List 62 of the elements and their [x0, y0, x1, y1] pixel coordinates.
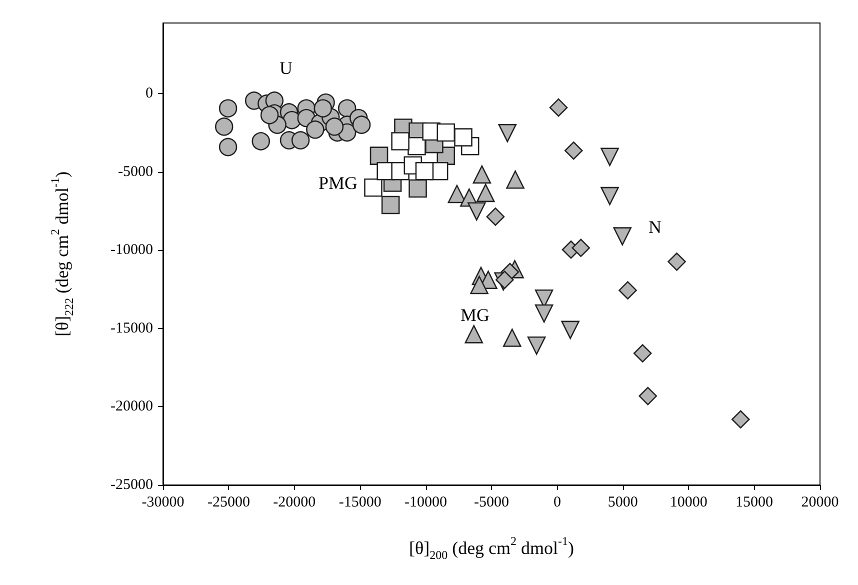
- y-tick-label: -25000: [110, 477, 153, 493]
- x-tick-label: -25000: [207, 494, 250, 510]
- point: [214, 118, 234, 136]
- point: [502, 328, 522, 347]
- x-tick-label: 10000: [670, 494, 708, 510]
- y-axis-title: [θ]222 (deg cm2 dmol-1): [48, 171, 76, 337]
- point: [506, 170, 524, 189]
- point: [549, 98, 568, 117]
- point: [527, 336, 546, 355]
- point: [391, 132, 410, 150]
- point: [306, 120, 324, 139]
- annotation: U: [280, 58, 292, 78]
- point: [352, 116, 371, 134]
- x-tick-label: -5000: [474, 494, 509, 510]
- point: [613, 227, 632, 246]
- x-tick-label: -15000: [338, 494, 382, 510]
- point: [472, 165, 492, 184]
- annotation: N: [648, 217, 662, 237]
- point: [600, 186, 619, 206]
- x-tick-label: -10000: [404, 494, 448, 510]
- point: [534, 304, 554, 323]
- point: [218, 99, 238, 118]
- point: [408, 179, 427, 198]
- point: [370, 146, 388, 165]
- point: [415, 162, 434, 180]
- point: [486, 208, 505, 226]
- point: [498, 124, 517, 142]
- y-tick-label: 0: [146, 85, 153, 102]
- x-tick-label: -20000: [273, 494, 316, 510]
- point: [454, 128, 472, 146]
- y-tick-label: -15000: [110, 320, 153, 336]
- point: [572, 238, 590, 258]
- point: [468, 202, 486, 221]
- point: [633, 344, 652, 362]
- point: [561, 320, 580, 340]
- point: [218, 138, 238, 156]
- y-tick-label: -5000: [118, 164, 153, 180]
- annotation: PMG: [318, 173, 358, 193]
- point: [668, 252, 686, 271]
- point: [600, 148, 619, 166]
- annotation: MG: [460, 305, 490, 325]
- point: [291, 131, 310, 150]
- x-tick-label: -30000: [142, 494, 184, 510]
- point: [564, 141, 583, 160]
- point: [638, 386, 658, 406]
- point: [470, 276, 488, 294]
- x-tick-label: 20000: [801, 494, 839, 510]
- x-tick-label: 5000: [608, 494, 638, 510]
- point: [731, 410, 750, 429]
- point: [260, 106, 279, 124]
- point: [436, 123, 456, 142]
- point: [618, 281, 637, 300]
- y-tick-label: -10000: [110, 242, 153, 258]
- point: [381, 196, 400, 214]
- x-tick-label: 0: [553, 494, 561, 510]
- point: [314, 99, 332, 118]
- point: [325, 118, 344, 136]
- point: [252, 132, 270, 150]
- point: [464, 325, 484, 344]
- x-tick-label: 15000: [736, 494, 774, 510]
- point: [476, 184, 495, 202]
- y-tick-label: -20000: [110, 398, 153, 415]
